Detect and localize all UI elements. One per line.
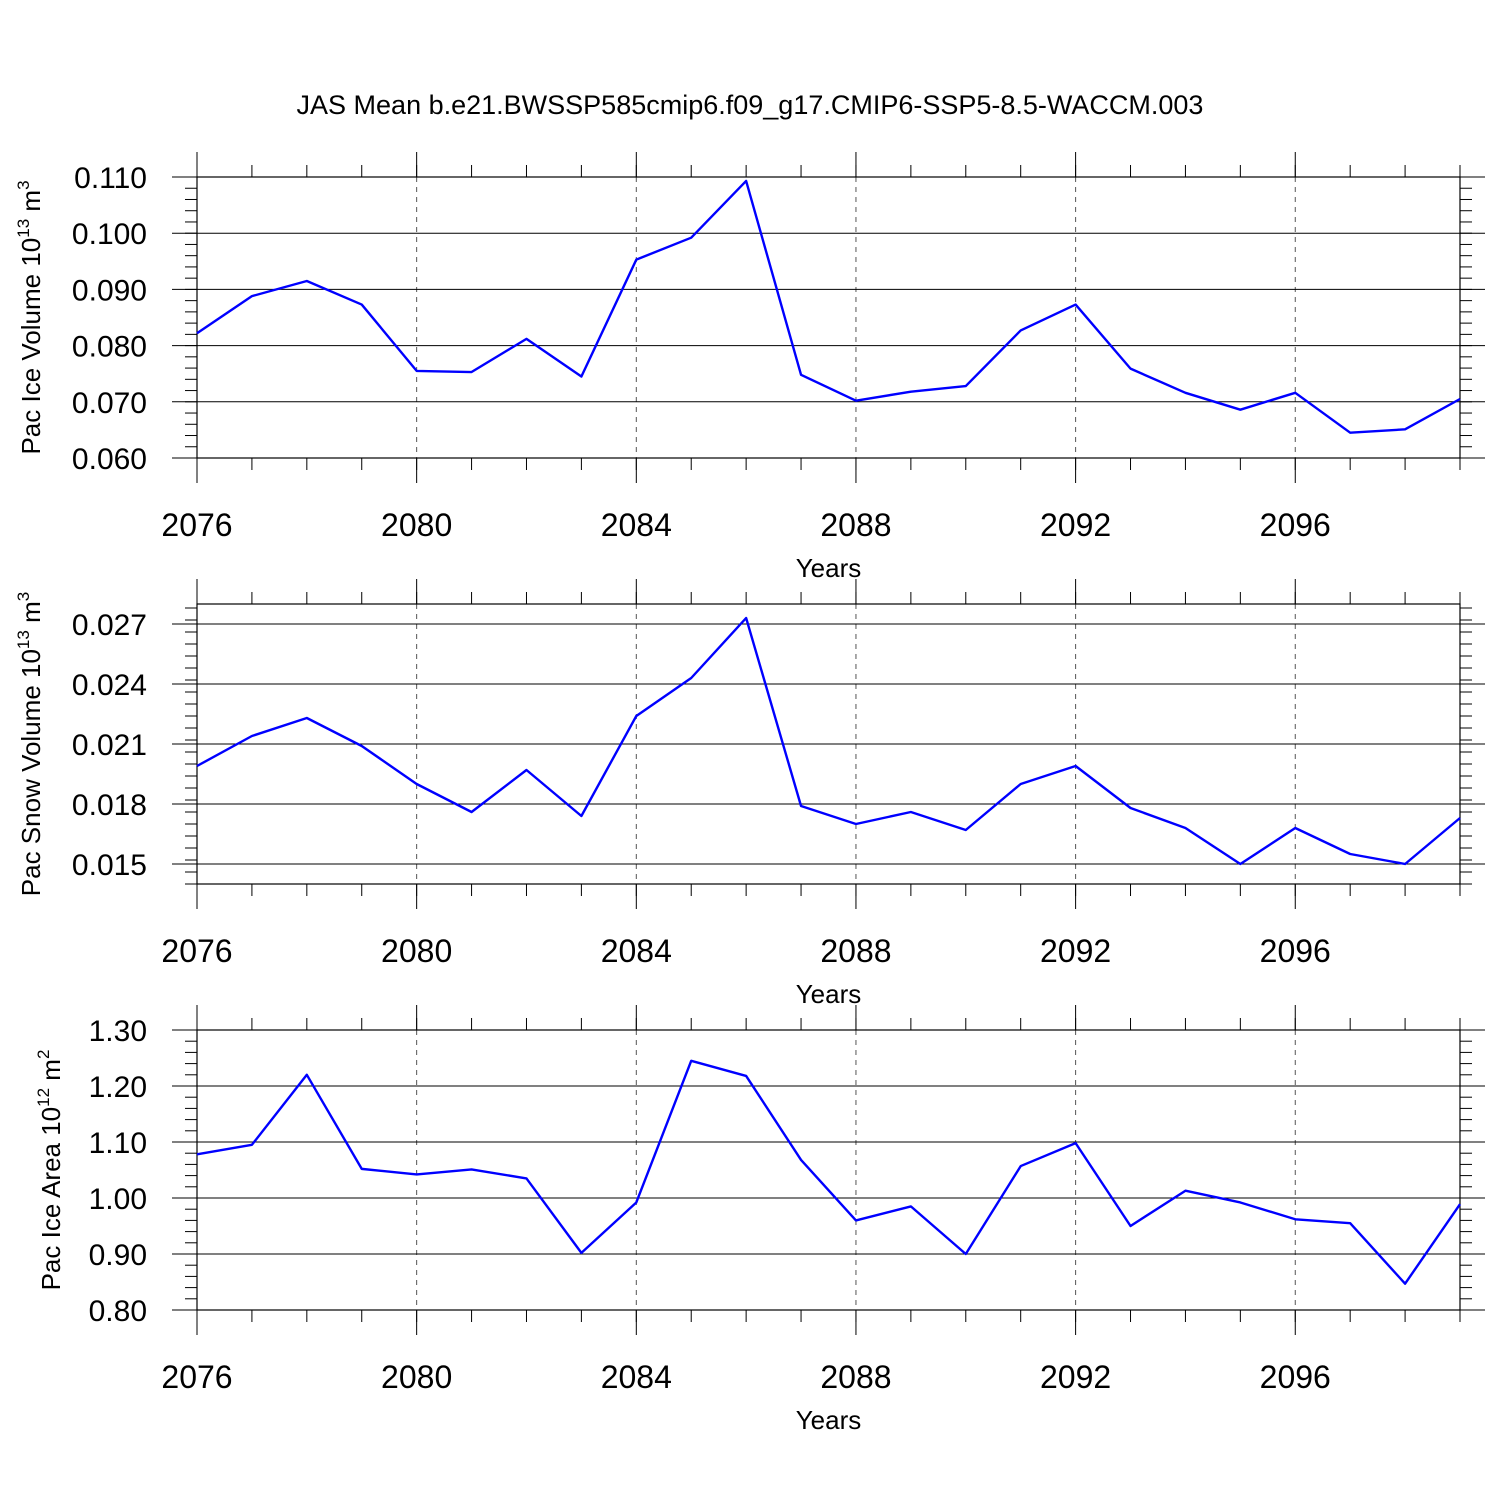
y-tick-label: 0.110 [74, 162, 147, 195]
y-axis-label: Pac Ice Area 1012 m2 [34, 1050, 66, 1291]
y-tick-label: 0.018 [72, 789, 147, 822]
y-tick-label: 0.070 [72, 387, 147, 420]
y-tick-label: 0.90 [89, 1239, 147, 1272]
y-tick-label: 0.090 [72, 274, 147, 307]
x-axis-label: Years [796, 1405, 862, 1435]
y-tick-label: 1.20 [89, 1071, 147, 1104]
panel-snow-volume: 0.015 0.018 0.021 0.024 0.027 2076 2080 2084 208… [14, 579, 1485, 1009]
y-tick-label: 1.10 [89, 1127, 147, 1160]
x-tick-label: 2084 [601, 933, 672, 969]
x-tick-label: 2088 [820, 507, 891, 543]
panel-ice-volume: 0.060 0.070 0.080 0.090 0.100 0.110 2076 2080 20… [14, 152, 1485, 583]
y-axis-label: Pac Snow Volume 1013 m3 [14, 592, 46, 896]
x-tick-label: 2084 [601, 507, 672, 543]
x-tick-label: 2096 [1260, 933, 1331, 969]
series-line [196, 616, 1461, 866]
x-tick-label: 2088 [820, 1359, 891, 1395]
x-tick-label: 2092 [1040, 507, 1111, 543]
x-tick-label: 2076 [161, 1359, 232, 1395]
x-tick-label: 2080 [381, 933, 452, 969]
x-tick-label: 2080 [381, 507, 452, 543]
series-line [196, 1059, 1461, 1285]
x-tick-label: 2092 [1040, 1359, 1111, 1395]
y-tick-label: 0.021 [72, 729, 147, 762]
series-line [196, 179, 1461, 434]
figure-title: JAS Mean b.e21.BWSSP585cmip6.f09_g17.CMI… [297, 90, 1204, 120]
x-tick-label: 2076 [161, 507, 232, 543]
y-tick-label: 0.80 [89, 1295, 147, 1328]
x-tick-label: 2096 [1260, 1359, 1331, 1395]
y-tick-label: 1.30 [89, 1015, 147, 1048]
y-tick-label: 0.024 [72, 669, 147, 702]
panel-ice-area: 0.80 0.90 1.00 1.10 1.20 1.30 2076 2080 2084 2088… [34, 1005, 1485, 1435]
x-tick-label: 2092 [1040, 933, 1111, 969]
x-tick-label: 2088 [820, 933, 891, 969]
y-tick-label: 0.060 [72, 443, 147, 476]
x-tick-label: 2084 [601, 1359, 672, 1395]
y-tick-label: 1.00 [89, 1183, 147, 1216]
y-tick-label: 0.100 [72, 218, 147, 251]
x-tick-label: 2080 [381, 1359, 452, 1395]
x-tick-label: 2096 [1260, 507, 1331, 543]
y-axis-label: Pac Ice Volume 1013 m3 [14, 180, 46, 454]
x-axis-label: Years [796, 553, 862, 583]
plot-frame [196, 1029, 1461, 1311]
plot-frame [196, 176, 1461, 459]
x-axis-label: Years [796, 979, 862, 1009]
x-tick-label: 2076 [161, 933, 232, 969]
y-tick-label: 0.015 [72, 849, 147, 882]
y-tick-label: 0.080 [72, 331, 147, 364]
y-tick-label: 0.027 [72, 609, 147, 642]
